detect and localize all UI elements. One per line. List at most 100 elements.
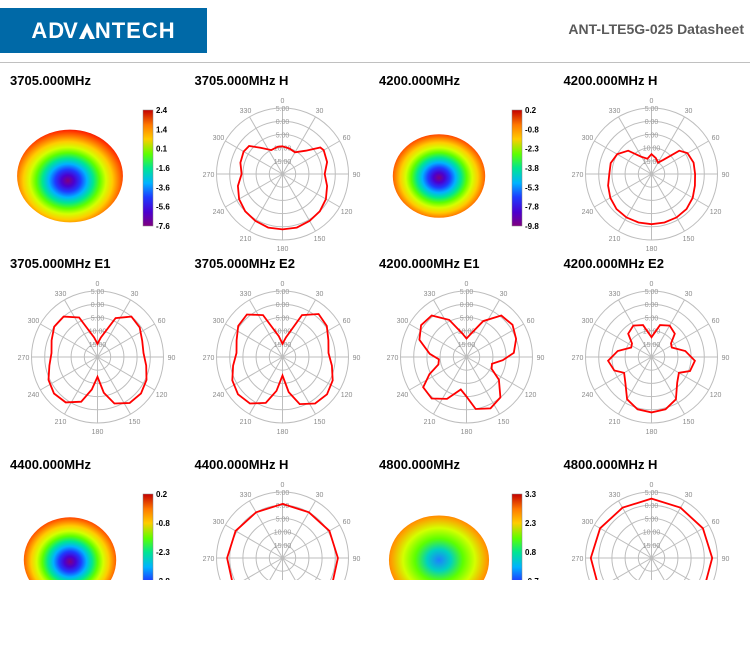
svg-text:0: 0 [465, 281, 469, 288]
svg-text:0: 0 [96, 281, 100, 288]
svg-text:300: 300 [581, 135, 593, 142]
svg-text:5.00: 5.00 [644, 315, 658, 322]
chart-title: 4200.000MHz E1 [379, 256, 556, 271]
svg-text:5.00: 5.00 [644, 516, 658, 523]
svg-text:5.00: 5.00 [275, 516, 289, 523]
chart-title: 4400.000MHz H [195, 457, 372, 472]
svg-text:270: 270 [202, 556, 214, 563]
svg-text:5.00: 5.00 [275, 132, 289, 139]
svg-text:-3.6: -3.6 [156, 183, 170, 192]
svg-text:300: 300 [28, 318, 40, 325]
svg-text:120: 120 [156, 392, 168, 399]
svg-text:180: 180 [276, 429, 288, 435]
svg-text:180: 180 [92, 429, 104, 435]
svg-text:90: 90 [721, 172, 729, 179]
chart-cell: 4400.000MHz H030609012015018021024027030… [191, 457, 376, 580]
svg-text:300: 300 [581, 318, 593, 325]
svg-text:1.4: 1.4 [156, 125, 168, 134]
svg-text:270: 270 [202, 172, 214, 179]
svg-text:240: 240 [581, 209, 593, 216]
svg-text:210: 210 [55, 419, 67, 426]
svg-text:10.00: 10.00 [642, 146, 660, 153]
chart-cell: 4200.000MHz0.2-0.8-2.3-3.8-5.3-7.8-9.8 [375, 73, 560, 252]
svg-text:15.00: 15.00 [273, 159, 291, 166]
brand-logo: ADVNTECH [0, 8, 207, 53]
svg-text:60: 60 [711, 519, 719, 526]
svg-text:90: 90 [168, 355, 176, 362]
svg-text:120: 120 [340, 209, 352, 216]
svg-text:30: 30 [684, 108, 692, 115]
svg-text:-3.8: -3.8 [525, 164, 539, 173]
svg-text:5.00: 5.00 [275, 289, 289, 296]
svg-text:240: 240 [397, 392, 409, 399]
svg-text:120: 120 [525, 392, 537, 399]
svg-text:270: 270 [571, 172, 583, 179]
svg-text:30: 30 [684, 291, 692, 298]
svg-text:270: 270 [387, 355, 399, 362]
svg-text:0.1: 0.1 [156, 145, 168, 154]
svg-text:120: 120 [709, 209, 721, 216]
svg-text:5.00: 5.00 [460, 315, 474, 322]
svg-text:300: 300 [397, 318, 409, 325]
svg-text:10.00: 10.00 [273, 530, 291, 537]
svg-text:-0.8: -0.8 [525, 125, 539, 134]
svg-text:0: 0 [649, 482, 653, 489]
svg-text:5.00: 5.00 [91, 315, 105, 322]
svg-text:2.4: 2.4 [156, 106, 168, 115]
chart-title: 3705.000MHz [10, 73, 187, 88]
svg-text:180: 180 [645, 429, 657, 435]
svg-text:-7.6: -7.6 [156, 222, 170, 231]
chart-cell: 4200.000MHz E203060901201501802102402703… [560, 256, 745, 435]
chart-title: 4800.000MHz [379, 457, 556, 472]
svg-text:3.3: 3.3 [525, 490, 537, 499]
svg-text:90: 90 [537, 355, 545, 362]
svg-text:240: 240 [581, 392, 593, 399]
svg-text:0.00: 0.00 [644, 119, 658, 126]
svg-text:120: 120 [709, 392, 721, 399]
svg-text:0: 0 [649, 281, 653, 288]
svg-text:0.2: 0.2 [156, 490, 168, 499]
chart-title: 4400.000MHz [10, 457, 187, 472]
svg-text:-7.8: -7.8 [525, 203, 539, 212]
svg-text:15.00: 15.00 [273, 543, 291, 550]
chart-grid: 3705.000MHz2.41.40.1-1.6-3.6-5.6-7.63705… [0, 63, 750, 580]
svg-text:-0.8: -0.8 [156, 519, 170, 528]
svg-text:60: 60 [527, 318, 535, 325]
svg-text:150: 150 [313, 236, 325, 243]
svg-text:5.00: 5.00 [644, 132, 658, 139]
svg-text:5.00: 5.00 [275, 490, 289, 497]
svg-text:0.8: 0.8 [525, 548, 537, 557]
svg-text:210: 210 [608, 236, 620, 243]
svg-text:300: 300 [212, 135, 224, 142]
chart-title: 4200.000MHz E2 [564, 256, 741, 271]
svg-text:5.00: 5.00 [644, 106, 658, 113]
svg-text:5.00: 5.00 [644, 289, 658, 296]
svg-text:240: 240 [212, 209, 224, 216]
svg-text:30: 30 [315, 291, 323, 298]
svg-text:-0.7: -0.7 [525, 577, 539, 580]
svg-text:240: 240 [212, 392, 224, 399]
svg-text:30: 30 [684, 492, 692, 499]
svg-text:-2.3: -2.3 [156, 548, 170, 557]
svg-text:0.00: 0.00 [91, 302, 105, 309]
svg-text:0: 0 [280, 281, 284, 288]
svg-text:90: 90 [721, 355, 729, 362]
svg-text:90: 90 [721, 556, 729, 563]
svg-text:5.00: 5.00 [91, 289, 105, 296]
svg-text:5.00: 5.00 [275, 106, 289, 113]
svg-text:5.00: 5.00 [644, 490, 658, 497]
svg-text:60: 60 [711, 135, 719, 142]
svg-text:30: 30 [131, 291, 139, 298]
svg-text:-5.3: -5.3 [525, 183, 539, 192]
svg-text:0.00: 0.00 [275, 119, 289, 126]
chart-title: 3705.000MHz E1 [10, 256, 187, 271]
svg-text:330: 330 [239, 492, 251, 499]
svg-text:60: 60 [158, 318, 166, 325]
svg-text:210: 210 [608, 419, 620, 426]
chart-cell: 3705.000MHz E203060901201501802102402703… [191, 256, 376, 435]
svg-text:330: 330 [608, 492, 620, 499]
chart-title: 4800.000MHz H [564, 457, 741, 472]
svg-text:330: 330 [424, 291, 436, 298]
svg-text:120: 120 [340, 392, 352, 399]
svg-text:240: 240 [28, 392, 40, 399]
